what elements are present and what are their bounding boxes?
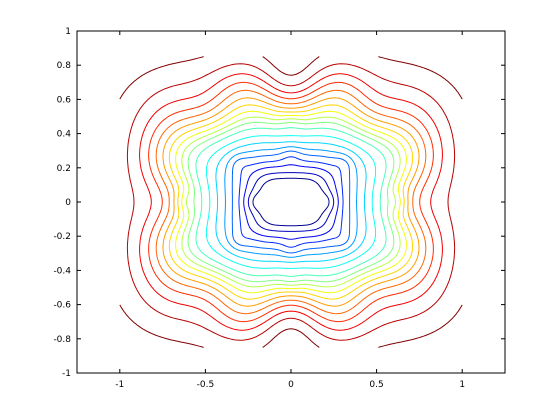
contour-level-9 xyxy=(187,121,395,283)
contour-level-13 xyxy=(162,97,420,307)
plot-area-frame xyxy=(76,30,506,374)
y-tick-label: -0.8 xyxy=(53,335,71,345)
x-tick-label: 1 xyxy=(459,380,465,390)
x-tick-label: -0.5 xyxy=(197,380,215,390)
x-tick-label: -1 xyxy=(115,380,124,390)
contour-level-8 xyxy=(195,127,387,277)
x-tick-label: 0 xyxy=(288,380,294,390)
y-tick-label: 0.4 xyxy=(57,130,72,140)
y-tick-label: -0.4 xyxy=(53,266,71,276)
y-tick-label: -1 xyxy=(62,369,71,379)
x-tick-label: 0.5 xyxy=(369,380,383,390)
contour-level-2 xyxy=(243,164,339,240)
y-tick-label: 0 xyxy=(65,198,71,208)
contour-level-10 xyxy=(181,116,401,288)
contour-level-5 xyxy=(224,146,358,258)
y-tick-label: 0.2 xyxy=(57,164,71,174)
contour-level-6 xyxy=(215,141,367,263)
y-tick-label: -0.6 xyxy=(53,301,71,311)
contour-level-3 xyxy=(238,156,344,248)
contour-level-4 xyxy=(231,150,351,254)
y-axis: -1 -0.8 -0.6 -0.4 -0.2 0 0.2 0.4 0.6 0.8 1 xyxy=(53,27,505,379)
contour-level-1 xyxy=(247,172,335,232)
contour-level-12 xyxy=(168,104,414,300)
contour-level-7 xyxy=(205,135,377,269)
contour-lines xyxy=(119,56,463,348)
contour-level-16 xyxy=(139,73,443,331)
x-axis: -1 -0.5 0 0.5 1 xyxy=(115,31,465,390)
contour-level-15 xyxy=(148,81,434,323)
contour-level-11 xyxy=(175,110,407,294)
contour-level-0 xyxy=(252,177,330,227)
contour-level-14 xyxy=(155,89,427,315)
y-tick-label: -0.2 xyxy=(53,232,71,242)
y-tick-label: 0.8 xyxy=(57,61,72,71)
contour-level-18 xyxy=(119,56,463,348)
y-tick-label: 1 xyxy=(65,27,71,37)
y-tick-label: 0.6 xyxy=(57,95,72,105)
contour-level-17 xyxy=(126,63,456,341)
